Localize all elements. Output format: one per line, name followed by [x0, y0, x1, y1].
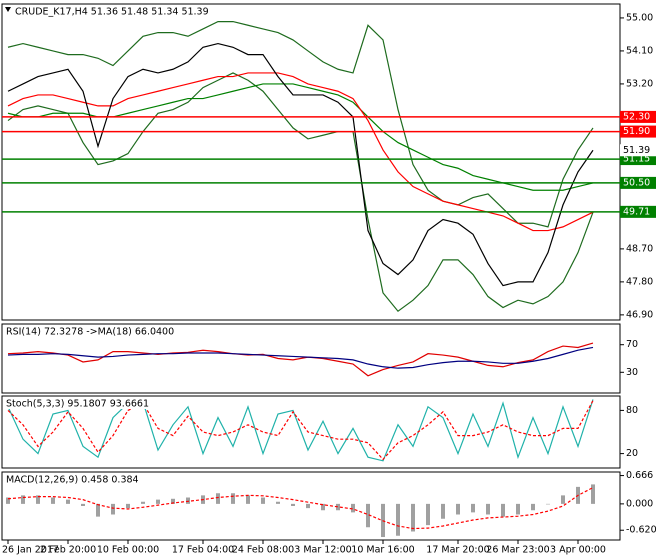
series-line: [7, 342, 594, 377]
histogram-bar: [246, 495, 250, 504]
panel-title-bg: [4, 474, 184, 485]
panel-title-bg: [4, 398, 184, 409]
histogram-bar: [51, 497, 55, 504]
level-tag-box: [620, 110, 656, 123]
x-tick-label: 26 Jan 2017: [2, 545, 59, 556]
x-tick-label: 3 Apr 00:00: [550, 545, 606, 556]
histogram-bar: [81, 503, 85, 506]
x-tick-label: 17 Mar 20:00: [426, 545, 489, 556]
histogram-bar: [561, 495, 565, 504]
y-tick-label: -0.620: [626, 525, 657, 536]
y-tick-label: 0.000: [626, 498, 653, 509]
level-tag-label: 52.30: [623, 111, 650, 122]
histogram-bar: [396, 503, 400, 536]
panel-title: RSI(14) 72.3278 ->MA(18) 66.0400: [6, 327, 174, 338]
panel-title: Stoch(5,3,3) 95.1807 93.6661: [6, 399, 149, 410]
histogram-bar: [291, 503, 295, 506]
x-tick-label: 10 Mar 16:00: [351, 545, 414, 556]
y-tick-label: 53.20: [626, 78, 653, 89]
histogram-bar: [411, 503, 415, 532]
histogram-bar: [126, 503, 130, 509]
histogram-bar: [141, 501, 145, 504]
panel-frame: [1, 323, 621, 394]
level-tag-box: [620, 176, 656, 189]
histogram-bar: [6, 497, 10, 504]
y-tick-label: 80: [626, 405, 638, 416]
series-line: [7, 72, 594, 232]
panel-title: CRUDE_K17,H4 51.36 51.48 51.34 51.39: [15, 7, 209, 18]
x-tick-label: 3 Mar 12:00: [294, 545, 351, 556]
level-tag-label: 50.50: [623, 177, 650, 188]
series-line: [7, 399, 594, 462]
series-line: [7, 20, 594, 228]
last-price-label: 51.39: [623, 145, 650, 156]
x-tick-label: 24 Feb 08:00: [232, 545, 294, 556]
histogram-bar: [516, 503, 520, 515]
panel-frame: [1, 471, 621, 541]
level-tag: 51.90: [620, 125, 656, 138]
y-tick-label: 30: [626, 367, 638, 378]
panel-frame: [1, 395, 621, 469]
histogram-bar: [66, 499, 70, 504]
y-tick-label: 46.90: [626, 309, 653, 320]
panel-title: MACD(12,26,9) 0.458 0.384: [6, 475, 139, 486]
histogram-bar: [261, 497, 265, 504]
y-tick-label: 0.666: [626, 470, 653, 481]
histogram-bar: [591, 484, 595, 504]
panel-title-bg: [13, 6, 218, 17]
level-tag-box: [620, 205, 656, 218]
y-tick-label: 55.00: [626, 12, 653, 23]
panel-title-bg: [4, 326, 184, 337]
level-tag-box: [620, 125, 656, 138]
level-tag: 52.30: [620, 110, 656, 123]
histogram-bar: [321, 503, 325, 511]
series-line: [7, 487, 594, 530]
histogram-bar: [171, 498, 175, 504]
histogram-bar: [486, 503, 490, 515]
histogram-bar: [36, 495, 40, 504]
level-tag-label: 49.71: [623, 206, 650, 217]
histogram-bar: [471, 503, 475, 513]
histogram-bar: [231, 493, 235, 504]
histogram-bar: [501, 503, 505, 517]
histogram-bar: [216, 493, 220, 504]
level-tag-label: 51.15: [623, 154, 650, 165]
y-tick-label: 70: [626, 339, 638, 350]
level-tag-label: 51.90: [623, 126, 650, 137]
series-line: [7, 42, 594, 287]
series-line: [7, 72, 594, 313]
y-tick-label: 54.10: [626, 45, 653, 56]
histogram-bar: [276, 501, 280, 504]
menu-arrow[interactable]: [5, 7, 11, 12]
histogram-bar: [426, 503, 430, 526]
x-tick-label: 10 Feb 00:00: [97, 545, 159, 556]
histogram-bar: [96, 503, 100, 517]
x-tick-label: 17 Feb 04:00: [172, 545, 234, 556]
histogram-bar: [531, 503, 535, 511]
y-tick-label: 20: [626, 448, 638, 459]
histogram-bar: [351, 503, 355, 513]
last-price-box: [620, 144, 656, 157]
histogram-bar: [456, 503, 460, 515]
histogram-bar: [111, 503, 115, 515]
level-tag: 50.50: [620, 176, 656, 189]
x-tick-label: 26 Mar 23:00: [486, 545, 549, 556]
histogram-bar: [186, 497, 190, 504]
y-tick-label: 47.80: [626, 276, 653, 287]
histogram-bar: [21, 495, 25, 504]
level-tag: 49.71: [620, 205, 656, 218]
histogram-bar: [441, 503, 445, 519]
histogram-bar: [336, 503, 340, 511]
x-tick-label: 2 Feb 20:00: [40, 545, 96, 556]
series-line: [7, 346, 594, 369]
y-tick-label: 48.70: [626, 243, 653, 254]
histogram-bar: [306, 503, 310, 509]
histogram-bar: [156, 499, 160, 504]
histogram-bar: [546, 503, 550, 505]
histogram-bar: [366, 503, 370, 528]
